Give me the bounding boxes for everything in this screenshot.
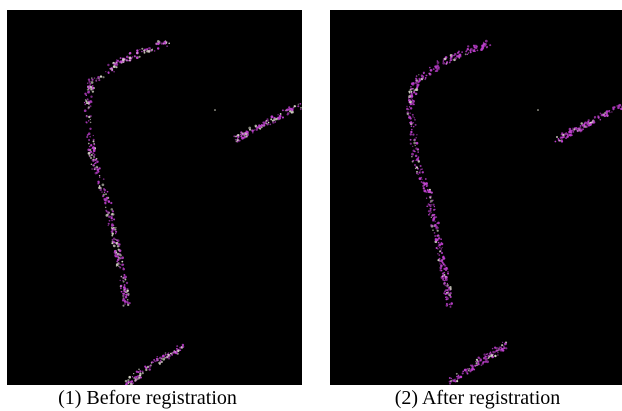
after-registration-image — [330, 10, 622, 385]
point-strand — [83, 40, 170, 307]
point-strand — [406, 39, 492, 308]
point-strand — [124, 343, 185, 385]
before-registration-caption: (1) Before registration — [58, 387, 237, 409]
before-registration-point-cloud — [83, 40, 302, 385]
point-strand — [233, 102, 302, 143]
after-registration-caption: (2) After registration — [394, 387, 561, 409]
point-strand — [554, 103, 622, 143]
after-registration-point-cloud — [406, 39, 622, 385]
before-registration-image — [7, 10, 302, 385]
point-strand — [448, 341, 508, 385]
